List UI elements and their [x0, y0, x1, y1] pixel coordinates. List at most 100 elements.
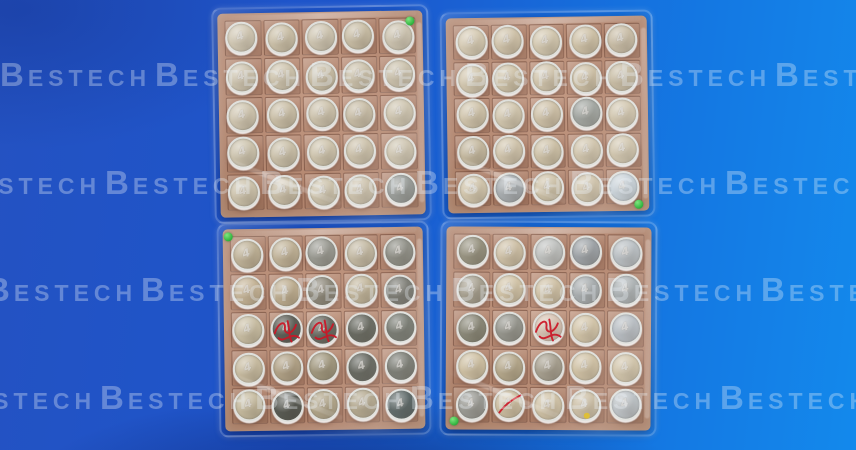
button-cell-battery: 4: [493, 236, 526, 269]
tray-cell: 4: [452, 309, 490, 347]
battery-engraving: 4: [539, 33, 551, 48]
battery-engraving: 4: [391, 64, 404, 80]
button-cell-battery: 4: [384, 311, 417, 344]
battery-engraving: 4: [466, 143, 478, 159]
button-cell-battery: 4: [306, 96, 340, 130]
tray-cell: 4: [302, 95, 341, 133]
button-cell-battery: 4: [569, 389, 602, 422]
battery-engraving: 4: [466, 180, 479, 196]
battery-engraving: 4: [354, 319, 367, 335]
battery-engraving: 4: [353, 142, 365, 157]
battery-engraving: 4: [355, 394, 368, 410]
button-cell-battery: 4: [569, 313, 602, 346]
button-cell-battery: 4: [342, 58, 375, 92]
battery-engraving: 4: [578, 357, 590, 373]
button-cell-battery: 4: [307, 175, 341, 208]
tray-cell: 4: [340, 56, 379, 94]
tray-cell: 4: [342, 133, 380, 171]
button-cell-battery: 4: [344, 236, 377, 270]
tray-cell: 4: [453, 271, 490, 309]
button-cell-battery: 4: [231, 275, 264, 308]
battery-engraving: 4: [394, 395, 407, 411]
button-cell-battery: 4: [305, 20, 338, 54]
battery-engraving: 4: [580, 141, 592, 157]
button-cell-battery: 4: [491, 24, 524, 58]
button-cell-battery: 4: [383, 96, 416, 129]
button-cell-battery: 4: [569, 274, 602, 307]
tray-cell: 4: [267, 273, 304, 310]
button-cell-battery: 4: [306, 350, 340, 383]
battery-engraving: 4: [393, 142, 405, 158]
tray-cell: 4: [267, 235, 304, 272]
button-cell-battery: 4: [384, 172, 417, 206]
tray-cell: 4: [568, 310, 606, 347]
button-cell-battery: 4: [230, 238, 264, 271]
tray-cell-grid: 4 4 4 4 4 4 4 4 4 4 4 4 4 4 4 4 4 4 4 4 4 4 4 4 4: [229, 233, 419, 425]
battery-engraving: 4: [501, 142, 514, 157]
button-cell-battery: 4: [265, 22, 298, 55]
battery-engraving: 4: [541, 142, 553, 158]
tray-cell: 4: [226, 135, 264, 173]
button-cell-battery: 4: [269, 237, 303, 270]
button-cell-battery: 4: [569, 61, 603, 95]
button-cell-battery: 4: [532, 170, 565, 204]
battery-engraving: 4: [317, 182, 329, 198]
tray-cell: 4: [607, 310, 645, 348]
button-cell-battery: 4: [530, 60, 564, 94]
battery-engraving: 4: [614, 67, 627, 83]
qc-sticker-green: [223, 232, 233, 242]
tray-cell: 4: [605, 132, 642, 168]
tray-cell: 4: [268, 311, 305, 348]
tray-cell: 4: [607, 272, 645, 309]
battery-engraving: 4: [540, 105, 553, 121]
button-cell-battery: 4: [456, 349, 489, 382]
tray-cell: 4: [566, 59, 603, 95]
tray-cell: 4: [606, 387, 644, 424]
battery-engraving: 4: [578, 396, 590, 411]
battery-engraving: 4: [393, 179, 406, 195]
battery-engraving: 4: [502, 319, 514, 335]
tray-cell: 4: [530, 233, 568, 271]
battery-engraving: 4: [242, 396, 254, 412]
button-cell-battery: 4: [384, 349, 418, 383]
tray-cell: 4: [452, 24, 490, 60]
tray-cell: 4: [528, 23, 565, 59]
battery-engraving: 4: [393, 318, 406, 334]
battery-engraving: 4: [277, 181, 289, 197]
battery-engraving: 4: [502, 358, 514, 374]
button-cell-battery: 4: [227, 175, 261, 209]
battery-engraving: 4: [315, 67, 327, 83]
tray-cell-grid: 4 4 4 4 4 4 4 4 4 4 4 4 4 4 4 4 4 4 4 4 4 4 4 4 4: [224, 17, 419, 211]
button-cell-battery: 4: [383, 235, 416, 269]
battery-engraving: 4: [619, 281, 631, 296]
button-cell-battery: 4: [305, 59, 339, 93]
tray-cell: 4: [568, 169, 605, 205]
button-cell-battery: 4: [345, 312, 378, 345]
tray-cell: 4: [569, 234, 606, 271]
button-cell-battery: 4: [344, 173, 378, 207]
button-cell-battery: 4: [343, 97, 376, 131]
battery-engraving: 4: [316, 396, 329, 411]
tray-cell: 4: [225, 96, 263, 134]
tray-cell: 4: [452, 386, 490, 423]
button-cell-battery: 4: [609, 351, 642, 384]
button-cell-battery: 4: [383, 274, 417, 307]
tray-cell: 4: [568, 386, 606, 424]
tray-cell: 4: [453, 233, 491, 270]
battery-engraving: 4: [464, 33, 477, 49]
button-cell-battery: 4: [570, 134, 604, 167]
tray-cell: 4: [490, 24, 527, 60]
button-cell-battery: 4: [346, 387, 379, 420]
tray-cell: 4: [230, 311, 267, 349]
button-cell-battery: 4: [609, 237, 643, 270]
tray-cell: 4: [529, 133, 567, 169]
tray-cell: 4: [306, 348, 343, 386]
button-cell-battery: 4: [227, 136, 260, 170]
tray-bottom-left: 4 4 4 4 4 4 4 4 4 4 4 4 4 4 4 4 4 4 4 4 4 4 4 4 4: [216, 220, 432, 438]
button-cell-battery: 4: [569, 350, 602, 383]
battery-engraving: 4: [580, 178, 593, 194]
battery-engraving: 4: [316, 143, 329, 159]
button-cell-battery: 4: [493, 312, 526, 345]
